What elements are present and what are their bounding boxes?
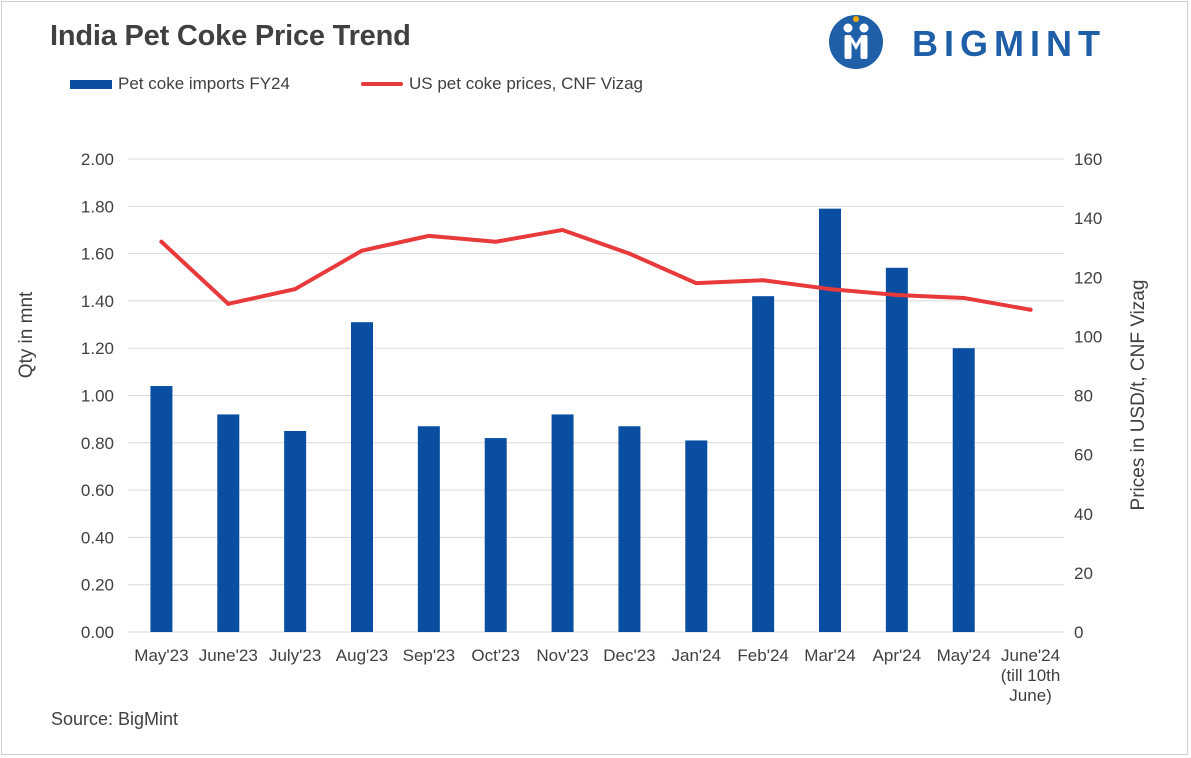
price-point — [360, 248, 364, 253]
x-tick-label: July'23 — [269, 646, 321, 665]
bar — [150, 386, 173, 632]
price-point — [961, 295, 966, 300]
legend-label-prices: US pet coke prices, CNF Vizag — [409, 74, 643, 93]
x-tick-label: Aug'23 — [336, 646, 388, 665]
y-tick-label-left: 0.80 — [81, 434, 114, 453]
x-tick-label: June) — [1009, 686, 1052, 705]
bar — [752, 296, 775, 632]
bigmint-logo: BIGMINT — [828, 14, 1168, 70]
y-tick-label-left: 1.60 — [81, 245, 114, 264]
y-tick-label-left: 0.20 — [81, 576, 114, 595]
bar — [217, 414, 240, 632]
bigmint-logo-text: BIGMINT — [912, 23, 1106, 64]
y-axis-title-left: Qty in mnt — [16, 291, 37, 378]
x-tick-label: Nov'23 — [536, 646, 588, 665]
x-tick-label: Oct'23 — [471, 646, 520, 665]
y-tick-label-right: 80 — [1074, 387, 1093, 406]
x-tick-label: June'24 — [1001, 646, 1060, 665]
y-tick-label-left: 1.40 — [81, 292, 114, 311]
price-point — [694, 281, 699, 286]
legend-label-imports: Pet coke imports FY24 — [118, 74, 290, 93]
bar — [952, 348, 975, 632]
price-line — [159, 227, 1033, 312]
bar — [885, 267, 908, 632]
legend-line-swatch — [361, 82, 403, 86]
y-tick-label-left: 0.00 — [81, 623, 114, 642]
price-point — [627, 251, 632, 256]
price-point — [560, 227, 565, 232]
price-point — [293, 287, 298, 292]
y-tick-label-right: 140 — [1074, 209, 1102, 228]
price-point — [426, 233, 431, 238]
x-tick-label: May'24 — [937, 646, 991, 665]
x-tick-label: Jan'24 — [671, 646, 721, 665]
bar — [819, 208, 841, 633]
y-tick-label-right: 0 — [1074, 623, 1083, 642]
y-tick-label-left: 1.00 — [81, 387, 114, 406]
y-tick-label-right: 120 — [1074, 268, 1102, 287]
y-tick-label-left: 0.60 — [81, 481, 114, 500]
y-tick-label-left: 2.00 — [81, 150, 114, 169]
bigmint-logo-icon — [829, 15, 883, 69]
x-tick-label: Apr'24 — [873, 646, 922, 665]
y-tick-label-right: 100 — [1074, 327, 1102, 346]
source-note: Source: BigMint — [51, 709, 179, 729]
price-point — [1028, 307, 1033, 312]
y-tick-label-right: 60 — [1074, 446, 1093, 465]
x-tick-label: Mar'24 — [804, 646, 855, 665]
x-tick-label: Dec'23 — [603, 646, 655, 665]
bar — [417, 426, 440, 632]
bar — [351, 322, 373, 632]
y-tick-label-right: 160 — [1074, 150, 1102, 169]
price-point — [159, 239, 164, 244]
price-point — [761, 278, 766, 283]
price-point — [226, 301, 231, 306]
y-tick-label-right: 20 — [1074, 564, 1093, 583]
bar — [551, 414, 574, 632]
bar — [618, 426, 641, 632]
price-point — [894, 292, 899, 297]
y-tick-label-right: 40 — [1074, 505, 1093, 524]
bar — [484, 438, 507, 632]
x-tick-label: June'23 — [199, 646, 258, 665]
price-point — [493, 239, 498, 244]
x-tick-label: Feb'24 — [737, 646, 788, 665]
bar — [685, 440, 708, 632]
y-tick-label-left: 1.80 — [81, 197, 114, 216]
bar — [284, 430, 307, 632]
y-tick-label-left: 0.40 — [81, 528, 114, 547]
x-tick-label: (till 10th — [1001, 666, 1061, 685]
y-axis-title-right: Prices in USD/t, CNF Vizag — [1128, 280, 1149, 511]
y-tick-label-left: 1.20 — [81, 339, 114, 358]
x-tick-label: Sep'23 — [403, 646, 455, 665]
chart-title: India Pet Coke Price Trend — [50, 20, 411, 52]
price-point — [828, 287, 832, 292]
legend-bar-swatch — [70, 80, 112, 89]
x-tick-label: May'23 — [134, 646, 188, 665]
